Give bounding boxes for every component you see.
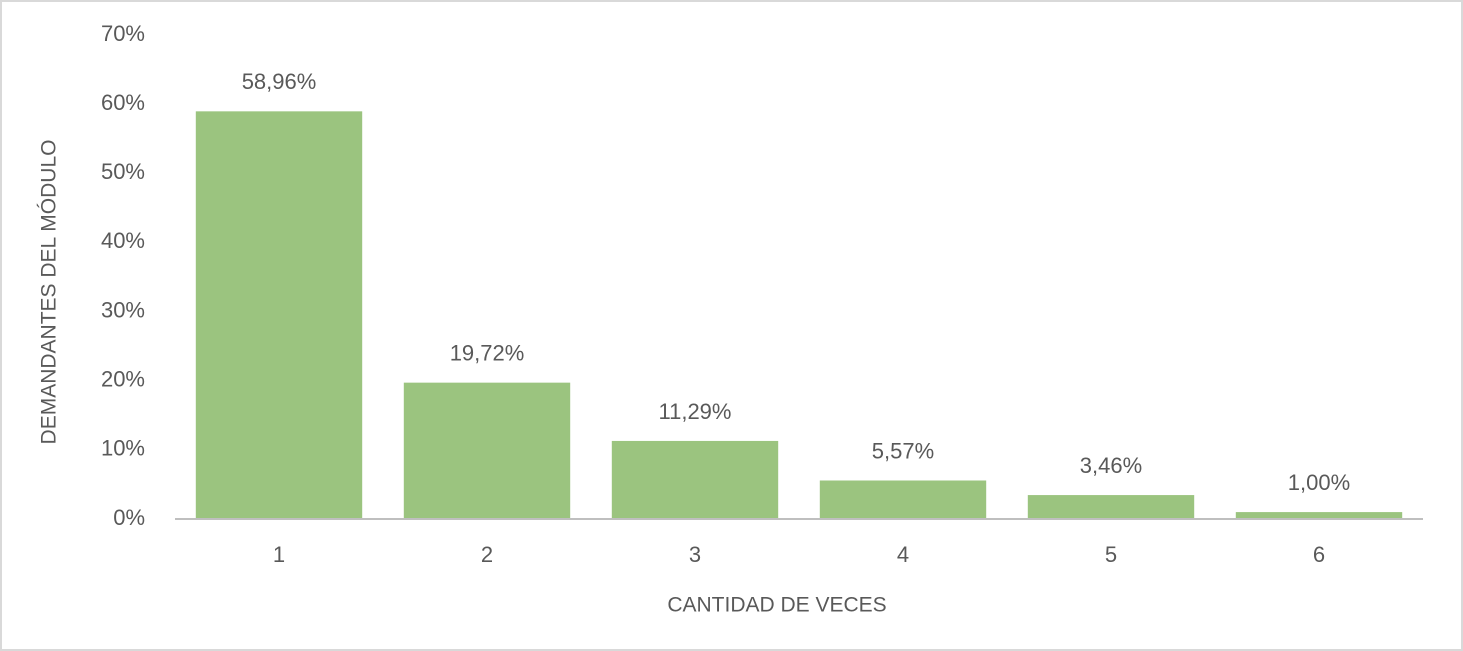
y-tick-label: 50%	[101, 159, 145, 184]
x-axis-title: CANTIDAD DE VECES	[667, 594, 886, 617]
y-tick-label: 60%	[101, 90, 145, 115]
y-tick-label: 0%	[113, 505, 145, 530]
bar	[611, 440, 779, 519]
data-label: 11,29%	[659, 399, 732, 424]
bar	[1235, 512, 1403, 519]
bar	[819, 480, 987, 519]
bar	[195, 111, 363, 520]
x-tick-label: 1	[273, 542, 285, 567]
y-tick-label: 10%	[101, 436, 145, 461]
data-label: 5,57%	[872, 438, 934, 463]
data-label: 1,00%	[1288, 470, 1350, 495]
y-tick-label: 20%	[101, 367, 145, 392]
y-axis-title: DEMANDANTES DEL MÓDULO	[38, 140, 61, 445]
bar	[1027, 495, 1195, 519]
bar	[403, 382, 571, 519]
data-label: 58,96%	[242, 69, 317, 94]
data-label: 19,72%	[450, 340, 525, 365]
x-tick-label: 5	[1105, 542, 1117, 567]
x-tick-label: 6	[1313, 542, 1325, 567]
y-tick-label: 40%	[101, 228, 145, 253]
y-tick-label: 30%	[101, 297, 145, 322]
data-label: 3,46%	[1080, 453, 1142, 478]
x-tick-label: 4	[897, 542, 909, 567]
y-tick-label: 70%	[101, 21, 145, 46]
x-tick-label: 3	[689, 542, 701, 567]
x-tick-label: 2	[481, 542, 493, 567]
